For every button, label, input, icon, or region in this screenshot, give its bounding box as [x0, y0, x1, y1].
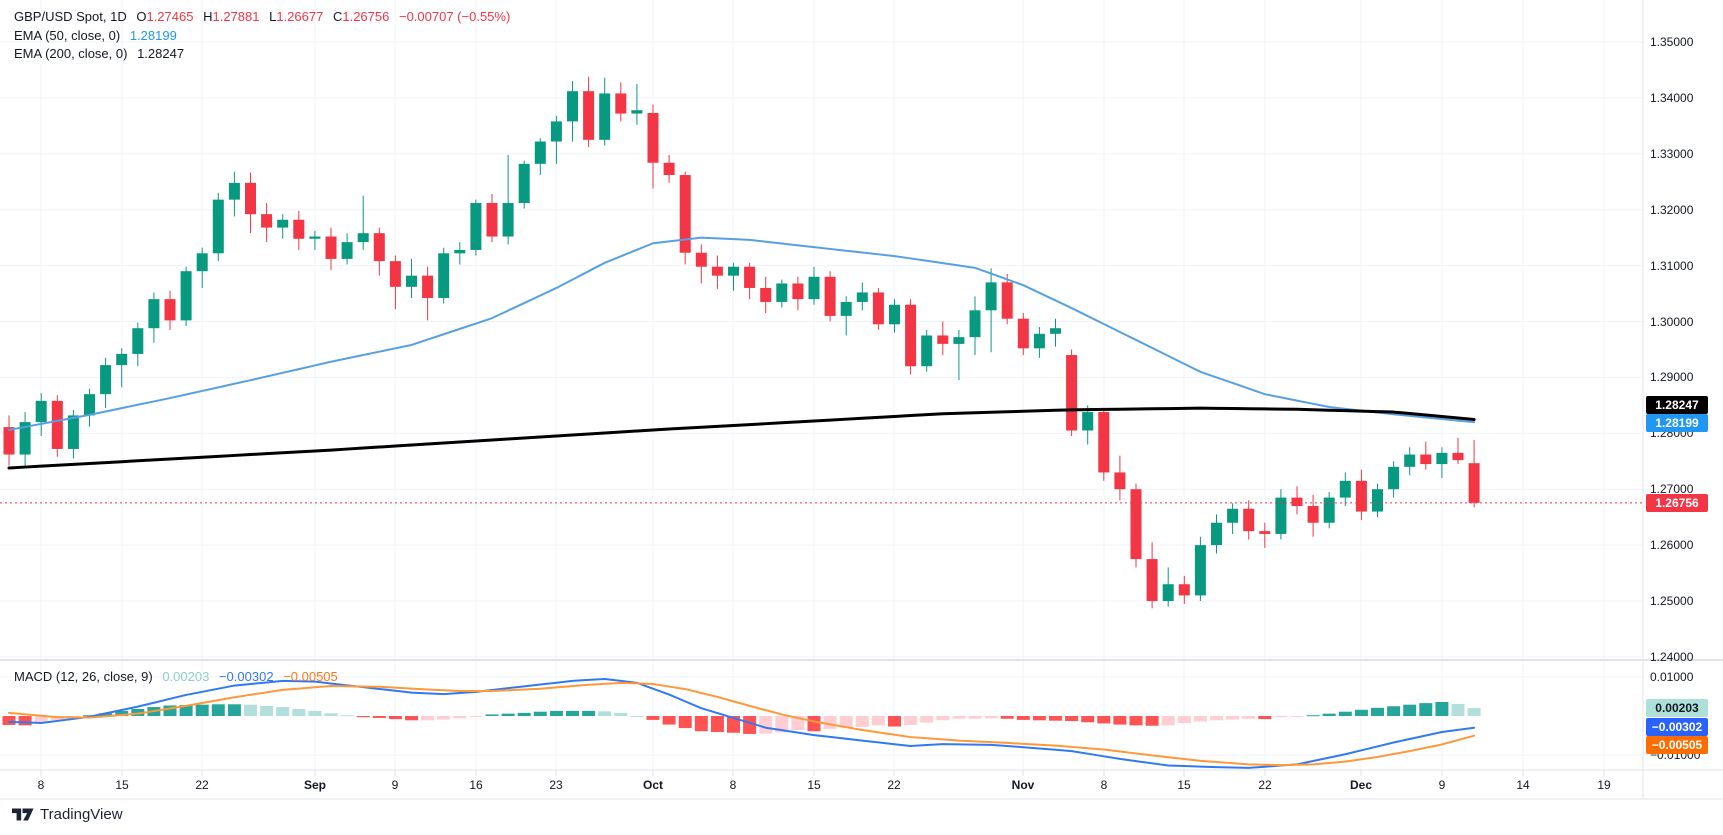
- symbol-legend-row[interactable]: GBP/USD Spot, 1D O1.27465 H1.27881 L1.26…: [14, 8, 516, 26]
- price-tick-label: 1.32000: [1650, 202, 1694, 217]
- low-label: L: [269, 9, 277, 24]
- ema200-label: EMA (200, close, 0): [14, 46, 128, 61]
- ema50-label: EMA (50, close, 0): [14, 28, 121, 43]
- time-tick-label: 14: [1516, 778, 1530, 792]
- time-tick-label: 8: [37, 778, 45, 792]
- price-tick-label: 1.34000: [1650, 90, 1694, 105]
- time-tick-label: 15: [807, 778, 821, 792]
- macd-line-value: −0.00302: [218, 669, 274, 684]
- macd-label: MACD (12, 26, close, 9): [14, 669, 153, 684]
- price-tick-label: 1.31000: [1650, 258, 1694, 273]
- low-value: 1.26677: [276, 9, 324, 24]
- time-tick-label: 9: [1438, 778, 1446, 792]
- macd-hist-tag: 0.00203: [1646, 699, 1708, 717]
- macd-tick-label: 0.01000: [1650, 670, 1694, 684]
- macd-signal-tag: −0.00505: [1646, 736, 1708, 754]
- time-tick-label: 22: [887, 778, 901, 792]
- ema50-value: 1.28199: [129, 28, 177, 43]
- time-tick-label: Oct: [642, 778, 664, 792]
- time-tick-label: 9: [391, 778, 399, 792]
- high-value: 1.27881: [212, 9, 260, 24]
- time-tick-label: Sep: [303, 778, 327, 792]
- time-tick-label: 8: [1100, 778, 1108, 792]
- time-tick-label: Dec: [1349, 778, 1373, 792]
- high-label: H: [203, 9, 213, 24]
- symbol-title: GBP/USD Spot, 1D: [14, 9, 127, 24]
- time-tick-label: Nov: [1011, 778, 1035, 792]
- time-tick-label: 22: [195, 778, 209, 792]
- price-tick-label: 1.33000: [1650, 146, 1694, 161]
- open-value: 1.27465: [146, 9, 194, 24]
- macd-legend-row[interactable]: MACD (12, 26, close, 9) 0.00203 −0.00302…: [14, 668, 344, 686]
- time-tick-label: 16: [469, 778, 483, 792]
- time-tick-label: 15: [1177, 778, 1191, 792]
- tradingview-wordmark: TradingView: [40, 806, 123, 823]
- price-tick-label: 1.29000: [1650, 370, 1694, 385]
- price-tick-label: 1.25000: [1650, 594, 1694, 608]
- last-price-tag: 1.26756: [1646, 494, 1708, 512]
- time-tick-label: 23: [549, 778, 563, 792]
- tradingview-watermark[interactable]: TradingView: [12, 806, 123, 823]
- time-tick-label: 19: [1597, 778, 1611, 792]
- close-value: 1.26756: [342, 9, 390, 24]
- price-tick-label: 1.24000: [1650, 649, 1694, 664]
- time-tick-label: 15: [115, 778, 129, 792]
- ema50-price-tag: 1.28199: [1646, 414, 1708, 432]
- ema200-price-tag: 1.28247: [1646, 396, 1708, 414]
- ema200-legend-row[interactable]: EMA (200, close, 0) 1.28247: [14, 45, 190, 63]
- price-tick-label: 1.35000: [1650, 35, 1694, 49]
- macd-line-tag: −0.00302: [1646, 718, 1708, 736]
- open-label: O: [136, 9, 147, 24]
- ema50-legend-row[interactable]: EMA (50, close, 0) 1.28199: [14, 27, 183, 45]
- macd-hist-value: 0.00203: [162, 669, 210, 684]
- ema200-value: 1.28247: [137, 46, 185, 61]
- close-label: C: [332, 9, 343, 24]
- price-tick-label: 1.26000: [1650, 538, 1694, 553]
- price-tick-label: 1.30000: [1650, 314, 1694, 329]
- tradingview-logo-icon: [12, 808, 34, 821]
- time-tick-label: 8: [729, 778, 737, 792]
- time-tick-label: 22: [1258, 778, 1272, 792]
- change-value: −0.00707 (−0.55%): [398, 9, 511, 24]
- macd-signal-value: −0.00505: [283, 669, 338, 684]
- price-tick-label: 1.27000: [1650, 482, 1694, 497]
